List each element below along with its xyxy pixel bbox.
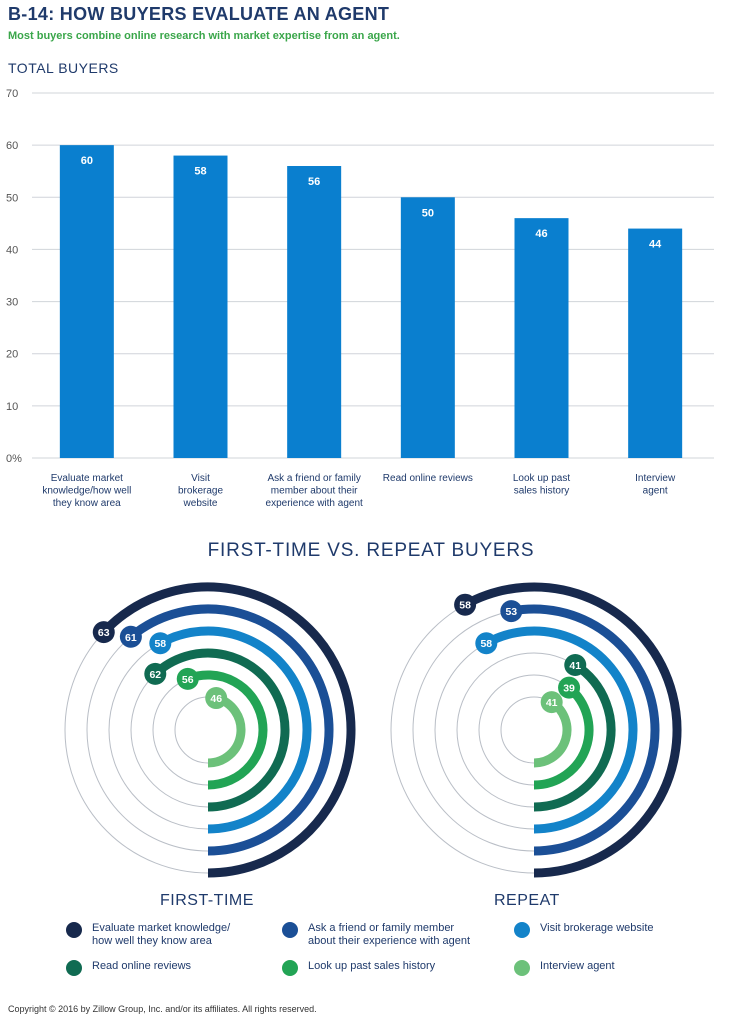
first-time-label: FIRST-TIME: [160, 892, 254, 909]
repeat-radial: 58 53 58 41 39 41: [390, 582, 682, 878]
legend-swatch: [282, 922, 298, 938]
radial-arc: [152, 648, 290, 812]
radial-charts: 63 61 58 62 56 46 58 53 58 41 39 41: [64, 582, 682, 878]
y-tick-label: 0%: [6, 453, 22, 465]
legend-item: Evaluate market knowledge/how well they …: [66, 922, 230, 948]
bar-value-label: 46: [535, 228, 547, 240]
legend-item: Ask a friend or family member about their…: [282, 922, 470, 948]
y-tick-label: 30: [6, 297, 18, 309]
legend-item: Read online reviews: [66, 960, 191, 976]
legend-item: Interview agent: [514, 960, 615, 976]
bar-value-label: 44: [649, 239, 662, 251]
total-buyers-label: TOTAL BUYERS: [8, 60, 119, 76]
radial-value-label: 39: [563, 683, 575, 695]
radial-value-marker: [558, 676, 581, 699]
radial-value-marker: [144, 662, 167, 685]
radial-value-label: 53: [505, 606, 517, 618]
bar: [400, 197, 455, 458]
radial-arc: [100, 582, 356, 878]
radial-value-label: 41: [569, 660, 581, 672]
radial-value-label: 61: [125, 632, 137, 644]
radial-value-marker: [540, 691, 563, 714]
bar-value-label: 60: [81, 155, 93, 167]
y-tick-label: 20: [6, 349, 18, 361]
y-tick-label: 60: [6, 140, 18, 152]
radial-arc: [462, 582, 682, 878]
y-tick-label: 70: [6, 88, 18, 100]
legend-swatch: [514, 922, 530, 938]
legend-swatch: [514, 960, 530, 976]
radial-arc: [510, 604, 660, 856]
bar: [287, 166, 342, 458]
legend-label: Visit brokerage website: [540, 922, 654, 934]
comparison-title: FIRST-TIME VS. REPEAT BUYERS: [207, 540, 535, 561]
radial-value-marker: [92, 621, 115, 644]
category-label: Interview agent: [635, 473, 676, 497]
chart-title: B-14: HOW BUYERS EVALUATE AN AGENT: [8, 4, 390, 24]
radial-value-marker: [176, 667, 199, 690]
radial-arc: [484, 626, 638, 834]
bar-value-label: 56: [308, 176, 320, 188]
bar: [173, 155, 228, 459]
first-time-radial: 63 61 58 62 56 46: [64, 582, 356, 878]
radial-value-marker: [475, 632, 498, 655]
radial-arc: [207, 693, 246, 768]
category-label: Ask a friend or family member about their…: [266, 473, 364, 509]
legend-swatch: [66, 960, 82, 976]
legend-label: Evaluate market knowledge/how well they …: [92, 922, 231, 947]
legend-item: Visit brokerage website: [514, 922, 654, 938]
bar-value-label: 58: [194, 166, 206, 178]
radial-value-label: 58: [459, 600, 471, 612]
legend-label: Ask a friend or family member about their…: [308, 922, 471, 947]
y-tick-label: 40: [6, 244, 18, 256]
legend-label: Interview agent: [540, 960, 615, 972]
category-label: Read online reviews: [383, 473, 473, 484]
radial-value-label: 41: [546, 697, 558, 709]
radial-value-label: 58: [154, 638, 166, 650]
radial-value-label: 62: [149, 669, 161, 681]
radial-value-label: 63: [98, 627, 110, 639]
total-buyers-bar-chart: 0% 10 20 30 40 50 60 70 60 Evaluate market knowled…: [6, 88, 714, 509]
radial-arc: [128, 604, 334, 856]
radial-value-label: 56: [182, 674, 194, 686]
radial-value-label: 46: [210, 693, 222, 705]
category-label: Visit brokerage website: [178, 473, 223, 509]
y-tick-label: 10: [6, 401, 18, 413]
bar-value-label: 50: [422, 207, 434, 219]
legend-swatch: [66, 922, 82, 938]
radial-value-marker: [564, 653, 587, 676]
y-tick-label: 50: [6, 192, 18, 204]
repeat-label: REPEAT: [494, 892, 560, 909]
legend-swatch: [282, 960, 298, 976]
legend-label: Look up past sales history: [308, 960, 436, 972]
radial-value-label: 58: [480, 638, 492, 650]
chart-subtitle: Most buyers combine online research with…: [8, 30, 400, 42]
bar: [59, 145, 114, 458]
radial-value-marker: [205, 687, 228, 710]
legend-item: Look up past sales history: [282, 960, 435, 976]
category-label: Look up past sales history: [513, 473, 570, 497]
category-label: Evaluate market knowledge/how well they kn…: [42, 473, 131, 509]
bar: [628, 228, 683, 458]
bar: [514, 218, 569, 458]
radial-value-marker: [500, 600, 523, 623]
radial-value-marker: [119, 625, 142, 648]
copyright-text: Copyright © 2016 by Zillow Group, Inc. a…: [8, 1004, 317, 1014]
radial-arc: [533, 684, 594, 790]
radial-value-marker: [149, 632, 172, 655]
radial-value-marker: [454, 593, 477, 616]
radial-arc: [533, 661, 616, 812]
radial-arc: [186, 670, 268, 790]
radial-arc: [158, 626, 312, 834]
legend-label: Read online reviews: [92, 960, 192, 972]
